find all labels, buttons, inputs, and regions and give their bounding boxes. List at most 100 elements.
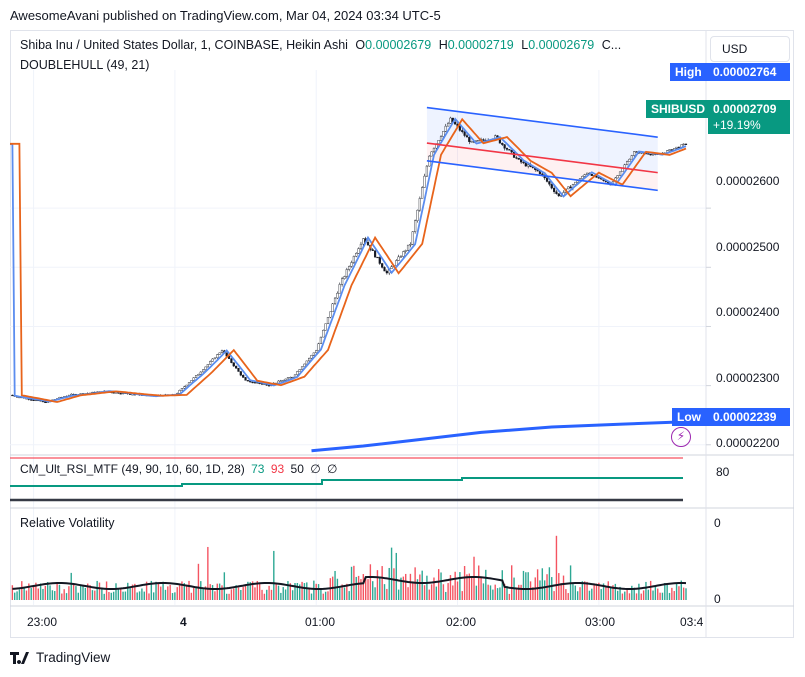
rsi-legend[interactable]: CM_Ult_RSI_MTF (49, 90, 10, 60, 1D, 28) … — [20, 462, 337, 476]
volatility-bar — [280, 592, 282, 600]
volatility-bar — [633, 587, 635, 600]
candle-body — [414, 220, 417, 232]
volatility-legend[interactable]: Relative Volatility — [20, 516, 115, 530]
volatility-bar — [127, 582, 129, 600]
hull-slow-line — [10, 117, 687, 403]
volatility-bar — [63, 589, 65, 600]
candle-body — [432, 147, 436, 153]
candle-body — [444, 125, 447, 132]
low-value: 0.00002679 — [528, 38, 595, 52]
candle-body — [557, 193, 560, 197]
candle-body — [463, 131, 466, 136]
currency-button[interactable]: USD — [710, 36, 790, 62]
volatility-bar — [195, 587, 197, 600]
volatility-bar — [652, 590, 654, 600]
candle-body — [317, 343, 320, 351]
volatility-bar — [350, 566, 353, 600]
volatility-bar — [593, 583, 595, 600]
candle-body — [345, 269, 348, 277]
volatility-bar — [134, 583, 136, 600]
volatility-bar — [616, 590, 619, 600]
candle-body — [461, 130, 464, 132]
candle-body — [468, 136, 471, 142]
tradingview-brand[interactable]: TradingView — [10, 650, 110, 665]
volatility-bar — [77, 592, 80, 600]
candle-body — [185, 384, 188, 387]
volatility-bar — [327, 591, 329, 600]
lightning-icon[interactable]: ⚡ — [671, 427, 691, 447]
volatility-bar — [160, 586, 162, 600]
volatility-bar — [299, 584, 301, 600]
volatility-bar — [584, 581, 586, 600]
volatility-bar — [117, 588, 120, 600]
volatility-bar — [303, 583, 306, 600]
volatility-bar — [181, 581, 183, 600]
candle-body — [322, 329, 325, 338]
volatility-bar — [562, 575, 565, 600]
volatility-bar — [400, 577, 402, 600]
volatility-bar — [221, 585, 223, 600]
candle-body — [439, 136, 443, 141]
candle-body — [190, 380, 193, 383]
candle-body — [647, 153, 650, 155]
volatility-bar — [485, 569, 487, 600]
volatility-bar — [494, 584, 496, 600]
volatility-bar — [437, 569, 440, 600]
volatility-bar — [602, 583, 605, 600]
volatility-bar — [44, 585, 47, 600]
volatility-bar — [454, 571, 456, 600]
volatility-bar — [87, 583, 89, 600]
candle-body — [260, 383, 264, 385]
volatility-bar — [405, 573, 407, 600]
candle-body — [590, 173, 593, 176]
volatility-bar — [256, 581, 259, 600]
candle-body — [404, 250, 407, 252]
candle-body — [371, 249, 374, 251]
volatility-bar — [322, 593, 324, 600]
candle-body — [548, 181, 551, 185]
volatility-bar — [193, 587, 195, 600]
volatility-bar — [423, 585, 426, 600]
candle-body — [430, 151, 433, 157]
vol-axis-top: 0 — [714, 516, 721, 530]
volatility-bar — [558, 573, 560, 600]
volatility-bar — [218, 583, 221, 600]
volatility-bar — [463, 566, 466, 600]
candle-body — [550, 184, 553, 189]
candle-body — [216, 354, 219, 359]
volatility-bar — [185, 584, 188, 600]
volatility-bar — [576, 591, 579, 600]
volatility-bar — [628, 593, 631, 600]
volatility-bar — [98, 582, 101, 600]
volatility-bar — [426, 575, 428, 600]
candle-body — [341, 278, 344, 285]
volatility-bar — [317, 584, 320, 600]
candle-body — [180, 388, 184, 391]
volatility-bar — [631, 585, 633, 600]
volatility-bar — [390, 547, 393, 600]
symbol-tag: SHIBUSD — [646, 100, 708, 118]
volatility-bar — [270, 589, 273, 600]
volatility-bar — [263, 593, 266, 600]
volatility-bar — [94, 590, 96, 600]
volatility-bar — [167, 586, 169, 600]
high-value: 0.00002719 — [447, 38, 514, 52]
volatility-bar — [461, 591, 463, 600]
candle-body — [527, 164, 530, 167]
volatility-bar — [419, 574, 421, 600]
candle-body — [30, 399, 33, 401]
volatility-bar — [122, 591, 124, 600]
volatility-bar — [237, 587, 240, 600]
candle-body — [383, 267, 386, 272]
volatility-bar — [626, 588, 628, 600]
volatility-bar — [430, 584, 433, 600]
candle-body — [675, 146, 678, 149]
high-tag-label: High — [670, 63, 708, 81]
volatility-bar — [586, 581, 588, 600]
indicator-legend[interactable]: DOUBLEHULL (49, 21) — [20, 58, 149, 72]
close-label: C... — [601, 38, 622, 52]
volatility-bar — [506, 585, 508, 600]
candle-body — [402, 251, 405, 257]
volatility-bar — [376, 570, 379, 600]
